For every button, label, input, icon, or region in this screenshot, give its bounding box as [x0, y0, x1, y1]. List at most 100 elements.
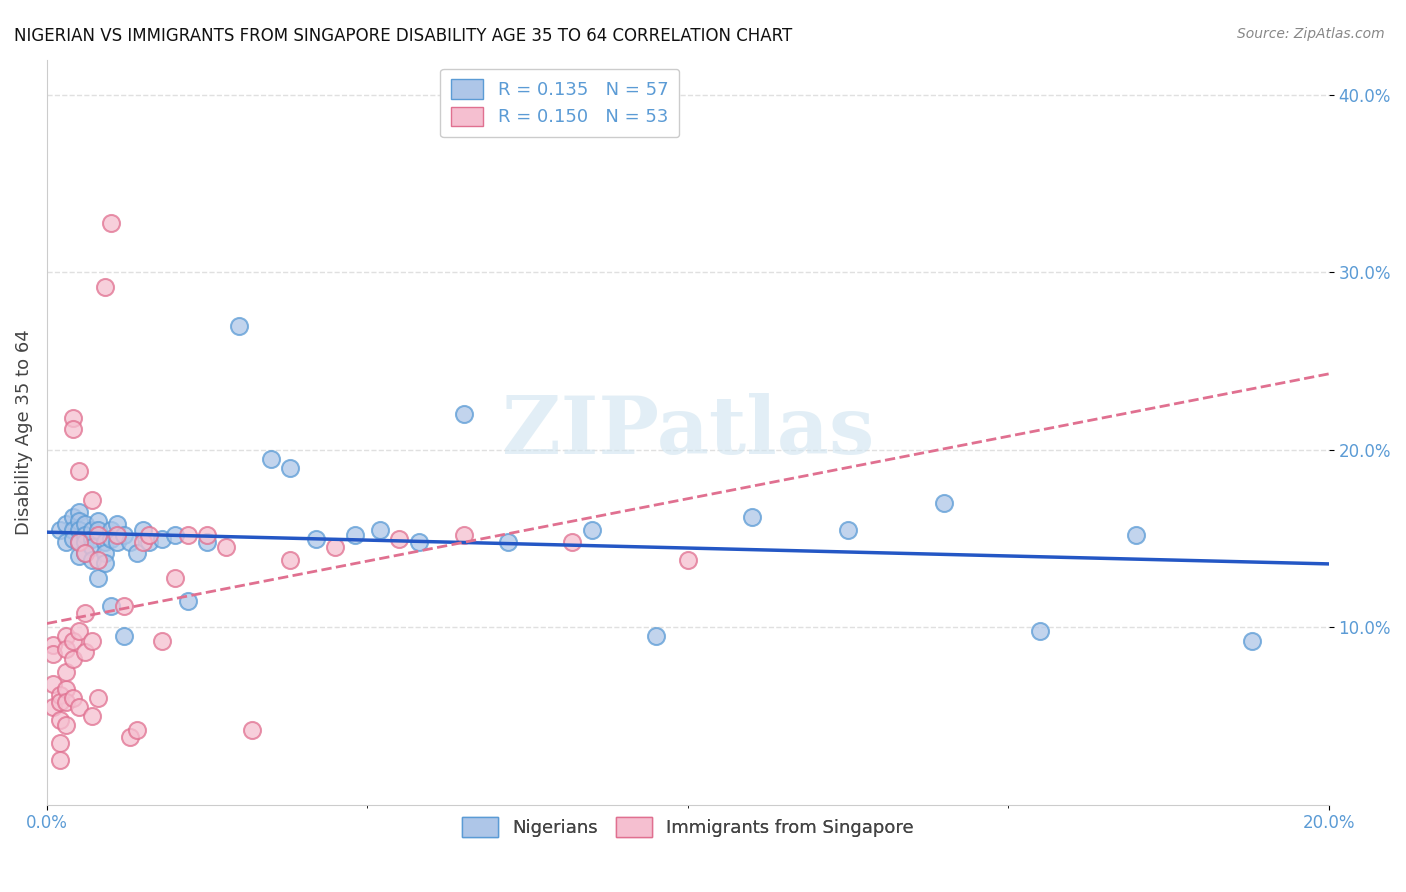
Point [80, 709, 103, 723]
Point [100, 523, 122, 537]
Point [165, 571, 187, 585]
Point [644, 629, 666, 643]
Point [125, 546, 148, 560]
Point [75, 535, 97, 549]
Point [55, 517, 77, 532]
Point [105, 528, 128, 542]
Point [87, 553, 110, 567]
Point [1125, 528, 1147, 542]
Point [240, 723, 263, 738]
Point [1029, 624, 1052, 638]
Point [42, 638, 65, 652]
Point [138, 535, 160, 549]
Point [75, 546, 97, 560]
Point [100, 216, 122, 230]
Point [87, 523, 110, 537]
Point [62, 634, 84, 648]
Point [343, 528, 366, 542]
Point [177, 528, 200, 542]
Point [75, 645, 97, 659]
Point [93, 546, 115, 560]
Point [93, 535, 115, 549]
Point [62, 691, 84, 706]
Point [75, 517, 97, 532]
Point [42, 677, 65, 691]
Point [676, 553, 699, 567]
Point [48, 735, 70, 749]
Point [453, 528, 475, 542]
Point [55, 682, 77, 697]
Text: Source: ZipAtlas.com: Source: ZipAtlas.com [1237, 27, 1385, 41]
Point [42, 700, 65, 714]
Point [87, 514, 110, 528]
Point [48, 688, 70, 702]
Point [48, 713, 70, 727]
Point [80, 532, 103, 546]
Point [280, 553, 302, 567]
Point [132, 535, 155, 549]
Point [498, 535, 520, 549]
Point [323, 541, 346, 555]
Point [93, 279, 115, 293]
Point [120, 535, 142, 549]
Point [165, 528, 187, 542]
Point [48, 753, 70, 767]
Point [67, 624, 90, 638]
Point [260, 451, 283, 466]
Point [67, 700, 90, 714]
Point [80, 492, 103, 507]
Point [67, 535, 90, 549]
Point [67, 514, 90, 528]
Point [55, 695, 77, 709]
Point [1240, 634, 1263, 648]
Point [150, 532, 173, 546]
Point [67, 523, 90, 537]
Point [80, 553, 103, 567]
Point [55, 718, 77, 732]
Point [150, 634, 173, 648]
Point [368, 523, 391, 537]
Point [42, 647, 65, 661]
Point [934, 496, 956, 510]
Point [112, 528, 135, 542]
Point [75, 606, 97, 620]
Point [125, 723, 148, 738]
Point [62, 411, 84, 425]
Point [80, 634, 103, 648]
Point [80, 523, 103, 537]
Point [100, 599, 122, 613]
Point [581, 523, 603, 537]
Text: NIGERIAN VS IMMIGRANTS FROM SINGAPORE DISABILITY AGE 35 TO 64 CORRELATION CHART: NIGERIAN VS IMMIGRANTS FROM SINGAPORE DI… [14, 27, 793, 45]
Point [112, 599, 135, 613]
Point [75, 528, 97, 542]
Y-axis label: Disability Age 35 to 64: Disability Age 35 to 64 [15, 329, 32, 535]
Point [80, 541, 103, 555]
Point [67, 549, 90, 564]
Point [132, 523, 155, 537]
Point [195, 535, 218, 549]
Point [55, 629, 77, 643]
Point [62, 421, 84, 435]
Point [105, 517, 128, 532]
Point [75, 546, 97, 560]
Point [62, 510, 84, 524]
Point [215, 541, 238, 555]
Point [408, 535, 430, 549]
Legend: Nigerians, Immigrants from Singapore: Nigerians, Immigrants from Singapore [451, 806, 925, 847]
Point [112, 629, 135, 643]
Point [100, 532, 122, 546]
Point [87, 691, 110, 706]
Point [55, 641, 77, 656]
Point [87, 571, 110, 585]
Point [388, 532, 411, 546]
Point [453, 408, 475, 422]
Point [67, 505, 90, 519]
Point [67, 535, 90, 549]
Point [177, 593, 200, 607]
Point [280, 460, 302, 475]
Point [48, 695, 70, 709]
Point [48, 523, 70, 537]
Point [120, 731, 142, 745]
Point [105, 535, 128, 549]
Point [561, 535, 583, 549]
